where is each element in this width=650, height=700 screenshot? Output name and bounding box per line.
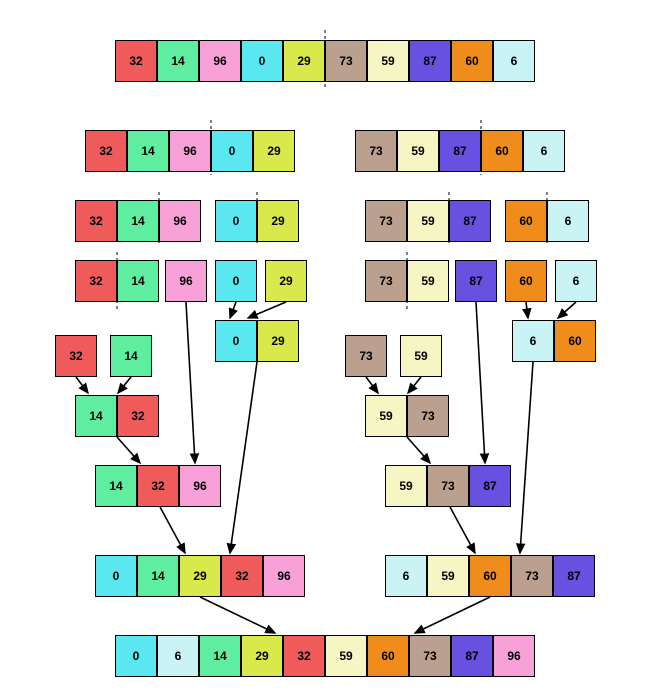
merge-arrow: [558, 302, 576, 318]
cell-29: 29: [179, 555, 221, 597]
cell-60: 60: [505, 260, 547, 302]
cell-0: 0: [241, 40, 283, 82]
cell-0: 0: [115, 635, 157, 677]
cell-60: 60: [469, 555, 511, 597]
cell-60: 60: [367, 635, 409, 677]
cell-29: 29: [265, 260, 307, 302]
cell-60: 60: [554, 320, 596, 362]
cell-60: 60: [481, 130, 523, 172]
cell-32: 32: [85, 130, 127, 172]
cell-87: 87: [455, 260, 497, 302]
cell-73: 73: [365, 200, 407, 242]
cell-6: 6: [157, 635, 199, 677]
cell-29: 29: [257, 320, 299, 362]
merge-arrow: [366, 377, 378, 393]
cell-14: 14: [117, 260, 159, 302]
cell-14: 14: [199, 635, 241, 677]
cell-87: 87: [449, 200, 491, 242]
cell-87: 87: [409, 40, 451, 82]
cell-59: 59: [397, 130, 439, 172]
cell-0: 0: [95, 555, 137, 597]
cell-59: 59: [385, 465, 427, 507]
cell-96: 96: [165, 260, 207, 302]
merge-arrow: [476, 302, 485, 463]
cell-32: 32: [115, 40, 157, 82]
merge-arrow: [415, 597, 490, 633]
cell-87: 87: [469, 465, 511, 507]
merge-arrow: [118, 377, 131, 393]
merge-sort-diagram: 3214960297359876063214960297359876063214…: [0, 0, 650, 700]
cell-96: 96: [169, 130, 211, 172]
cell-32: 32: [75, 200, 117, 242]
cell-96: 96: [159, 200, 201, 242]
cell-32: 32: [117, 395, 159, 437]
merge-arrow: [248, 302, 286, 318]
cell-32: 32: [283, 635, 325, 677]
cell-6: 6: [493, 40, 535, 82]
cell-6: 6: [512, 320, 554, 362]
cell-29: 29: [253, 130, 295, 172]
cell-59: 59: [407, 260, 449, 302]
merge-arrow: [160, 507, 185, 553]
cell-32: 32: [55, 335, 97, 377]
merge-arrow: [408, 377, 421, 393]
cell-60: 60: [505, 200, 547, 242]
cell-60: 60: [451, 40, 493, 82]
cell-14: 14: [117, 200, 159, 242]
cell-14: 14: [127, 130, 169, 172]
merge-arrow: [200, 597, 275, 633]
cell-73: 73: [511, 555, 553, 597]
cell-87: 87: [451, 635, 493, 677]
merge-arrow: [186, 302, 195, 463]
merge-arrow: [76, 377, 88, 393]
cell-73: 73: [345, 335, 387, 377]
cell-14: 14: [110, 335, 152, 377]
merge-arrow: [520, 362, 533, 553]
merge-arrow: [230, 302, 236, 318]
cell-29: 29: [241, 635, 283, 677]
cell-96: 96: [493, 635, 535, 677]
merge-arrow: [407, 437, 430, 463]
cell-0: 0: [215, 320, 257, 362]
cell-14: 14: [95, 465, 137, 507]
cell-59: 59: [325, 635, 367, 677]
cell-87: 87: [439, 130, 481, 172]
cell-59: 59: [367, 40, 409, 82]
cell-14: 14: [75, 395, 117, 437]
cell-73: 73: [407, 395, 449, 437]
cell-29: 29: [283, 40, 325, 82]
merge-arrow: [526, 302, 528, 318]
merge-arrow: [230, 362, 257, 553]
cell-59: 59: [407, 200, 449, 242]
cell-32: 32: [75, 260, 117, 302]
cell-73: 73: [365, 260, 407, 302]
cell-59: 59: [427, 555, 469, 597]
cell-6: 6: [547, 200, 589, 242]
cell-96: 96: [263, 555, 305, 597]
cell-14: 14: [157, 40, 199, 82]
cell-6: 6: [523, 130, 565, 172]
cell-73: 73: [427, 465, 469, 507]
merge-arrow: [117, 437, 140, 463]
cell-59: 59: [365, 395, 407, 437]
cell-59: 59: [400, 335, 442, 377]
cell-6: 6: [555, 260, 597, 302]
cell-73: 73: [355, 130, 397, 172]
cell-73: 73: [325, 40, 367, 82]
cell-32: 32: [221, 555, 263, 597]
cell-32: 32: [137, 465, 179, 507]
cell-29: 29: [257, 200, 299, 242]
cell-14: 14: [137, 555, 179, 597]
cell-73: 73: [409, 635, 451, 677]
cell-87: 87: [553, 555, 595, 597]
cell-6: 6: [385, 555, 427, 597]
cell-0: 0: [215, 260, 257, 302]
cell-96: 96: [179, 465, 221, 507]
cell-0: 0: [215, 200, 257, 242]
cell-96: 96: [199, 40, 241, 82]
merge-arrow: [450, 507, 475, 553]
cell-0: 0: [211, 130, 253, 172]
